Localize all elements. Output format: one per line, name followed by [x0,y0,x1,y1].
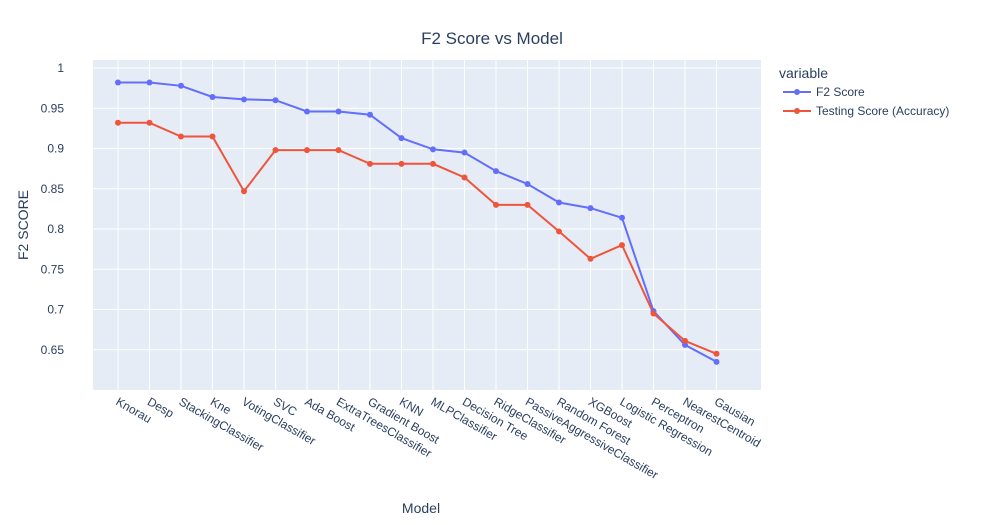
x-axis-label: Model [402,500,440,516]
data-point[interactable] [367,111,373,118]
data-point[interactable] [461,149,468,156]
y-tick-label: 1 [57,61,64,75]
data-point[interactable] [587,205,594,212]
legend-label: F2 Score [816,85,865,99]
data-point[interactable] [682,337,688,344]
y-tick-label: 0.95 [41,101,65,115]
data-point[interactable] [241,96,247,103]
data-point[interactable] [178,82,184,89]
data-point[interactable] [209,94,216,101]
data-point[interactable] [493,168,499,175]
x-tick-label: Knorau [114,394,155,425]
y-tick-label: 0.75 [41,262,65,276]
data-point[interactable] [209,133,216,140]
legend-swatch-marker [794,89,800,95]
y-tick-label: 0.8 [47,222,64,236]
data-point[interactable] [115,119,121,126]
data-point[interactable] [430,160,436,167]
data-point[interactable] [524,180,531,187]
data-point[interactable] [304,147,310,154]
legend-swatch-marker [794,108,800,114]
series-lines [118,81,717,363]
data-point[interactable] [461,174,468,181]
y-tick-label: 0.65 [41,343,65,357]
data-point[interactable] [398,160,405,167]
data-point[interactable] [146,119,153,126]
y-tick-label: 0.7 [47,303,64,317]
data-point[interactable] [398,135,405,142]
data-point[interactable] [115,79,121,86]
data-point[interactable] [493,201,499,208]
y-tick-labels: 0.65 0.7 0.75 0.8 0.85 0.9 0.95 1 [41,61,65,357]
data-point[interactable] [241,188,247,195]
data-point[interactable] [178,133,184,140]
data-point[interactable] [146,79,153,86]
data-point[interactable] [335,147,342,154]
gridlines [93,60,761,390]
data-point[interactable] [619,214,625,221]
data-point[interactable] [335,108,342,115]
legend-label: Testing Score (Accuracy) [816,104,949,118]
series-line [118,81,717,363]
data-point[interactable] [713,350,720,357]
data-point[interactable] [367,160,373,167]
legend: variable F2 Score Testing Score (Accurac… [779,65,949,118]
y-axis-label: F2 SCORE [15,190,31,260]
data-point[interactable] [587,255,594,262]
data-point[interactable] [430,146,436,153]
data-point[interactable] [272,147,279,154]
chart-title: F2 Score vs Model [421,29,563,48]
data-point[interactable] [650,310,657,317]
data-point[interactable] [524,201,531,208]
data-point[interactable] [619,242,625,249]
plot-area [93,60,761,390]
data-point[interactable] [556,199,562,206]
data-point[interactable] [556,228,562,235]
data-point[interactable] [272,97,279,104]
legend-item-testing-score[interactable]: Testing Score (Accuracy) [783,104,949,118]
series-points [115,79,720,365]
y-tick-label: 0.85 [41,182,65,196]
series-line [118,121,717,355]
y-tick-label: 0.9 [47,142,64,156]
data-point[interactable] [304,108,310,115]
legend-item-f2-score[interactable]: F2 Score [783,85,865,99]
data-point[interactable] [713,358,720,365]
legend-title: variable [779,65,828,81]
